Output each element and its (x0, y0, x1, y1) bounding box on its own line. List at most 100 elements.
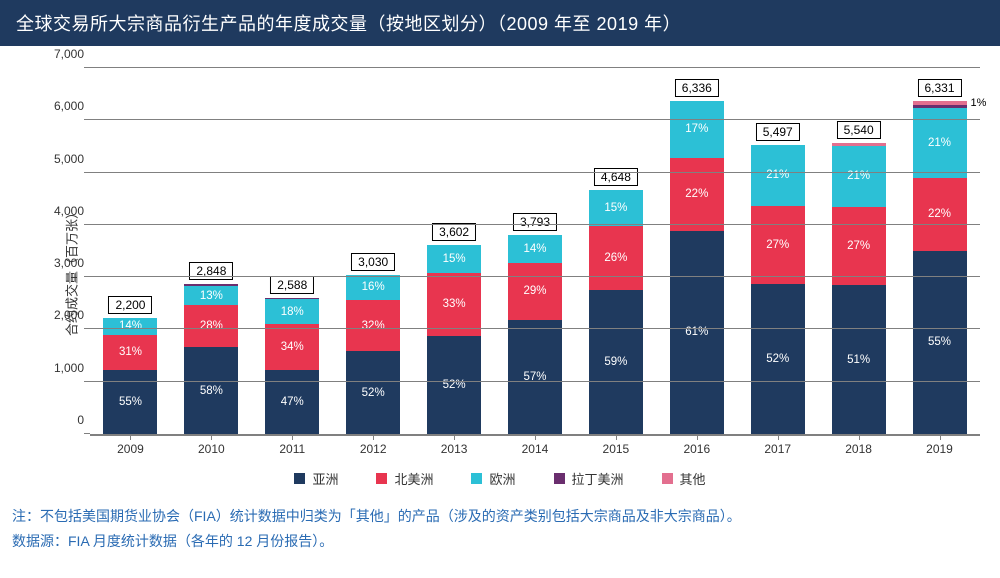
x-tick-label: 2015 (575, 442, 656, 456)
bar-segment: 28% (184, 305, 238, 347)
chart-title: 全球交易所大宗商品衍生产品的年度成交量（按地区划分）（2009 年至 2019 … (0, 0, 1000, 46)
y-tick-mark (84, 172, 90, 173)
y-tick-label: 1,000 (42, 361, 84, 375)
bar-stack: 47%34%18% (265, 298, 319, 434)
y-tick-label: 5,000 (42, 152, 84, 166)
legend-swatch (471, 473, 482, 484)
legend-item: 其他 (662, 469, 706, 488)
bar-segment: 14% (508, 235, 562, 263)
bar-segment: 18% (265, 299, 319, 323)
y-tick-label: 7,000 (42, 47, 84, 61)
bar-total-label: 3,030 (351, 253, 395, 271)
bar-slot: 58%28%13%2,8482010 (171, 68, 252, 434)
gridline (90, 328, 980, 329)
gridline (90, 224, 980, 225)
chart-area: 合约成交量（百万张） 55%31%14%2,200200958%28%13%2,… (0, 46, 1000, 496)
y-tick-label: 0 (42, 413, 84, 427)
y-tick-label: 4,000 (42, 204, 84, 218)
bar-total-label: 6,331 (918, 79, 962, 97)
bar-segment: 26% (589, 226, 643, 290)
y-tick-mark (84, 433, 90, 434)
bar-slot: 55%31%14%2,2002009 (90, 68, 171, 434)
legend-label: 其他 (680, 469, 706, 488)
bar-segment: 57% (508, 320, 562, 434)
bar-slot: 55%22%21%6,33120191% (899, 68, 980, 434)
bar-segment: 15% (427, 245, 481, 273)
x-tick-label: 2009 (90, 442, 171, 456)
gridline (90, 119, 980, 120)
bar-slot: 57%29%14%3,7932014 (495, 68, 576, 434)
y-tick-label: 3,000 (42, 256, 84, 270)
bar-stack: 55%22%21% (913, 101, 967, 434)
bar-segment: 22% (913, 178, 967, 251)
bar-total-label: 3,793 (513, 213, 557, 231)
bar-side-label: 1% (971, 97, 987, 109)
bar-total-label: 2,588 (270, 276, 314, 294)
footnote-source: 数据源：FIA 月度统计数据（各年的 12 月份报告）。 (12, 529, 988, 554)
x-tick-mark (454, 434, 455, 440)
x-tick-label: 2013 (414, 442, 495, 456)
bar-segment: 52% (751, 284, 805, 434)
y-tick-mark (84, 328, 90, 329)
bar-segment: 21% (751, 145, 805, 206)
bar-segment: 14% (103, 318, 157, 334)
legend-swatch (554, 473, 565, 484)
legend-swatch (294, 473, 305, 484)
legend-label: 亚洲 (312, 469, 338, 488)
bar-segment: 22% (670, 158, 724, 231)
legend: 亚洲北美洲欧洲拉丁美洲其他 (0, 469, 1000, 488)
bar-segment: 59% (589, 290, 643, 434)
bar-stack: 52%32%16% (346, 275, 400, 434)
bar-slot: 59%26%15%4,6482015 (575, 68, 656, 434)
y-tick-mark (84, 381, 90, 382)
bar-slot: 52%27%21%5,4972017 (737, 68, 818, 434)
bar-segment: 61% (670, 231, 724, 434)
bar-total-label: 6,336 (675, 79, 719, 97)
bar-slot: 61%22%17%6,3362016 (656, 68, 737, 434)
gridline (90, 381, 980, 382)
x-tick-label: 2014 (495, 442, 576, 456)
x-tick-mark (778, 434, 779, 440)
bar-segment: 47% (265, 370, 319, 434)
bar-total-label: 2,200 (108, 296, 152, 314)
gridline (90, 172, 980, 173)
bar-segment: 27% (751, 206, 805, 284)
x-tick-mark (211, 434, 212, 440)
bar-segment: 21% (832, 146, 886, 207)
bar-slot: 47%34%18%2,5882011 (252, 68, 333, 434)
x-tick-mark (535, 434, 536, 440)
bar-segment: 13% (184, 286, 238, 305)
bar-container: 55%31%14%2,200200958%28%13%2,848201047%3… (90, 68, 980, 434)
bar-stack: 58%28%13% (184, 284, 238, 434)
bar-segment: 29% (508, 263, 562, 321)
x-tick-mark (130, 434, 131, 440)
bar-total-label: 5,497 (756, 123, 800, 141)
y-tick-mark (84, 67, 90, 68)
bar-segment: 52% (346, 351, 400, 434)
y-tick-mark (84, 276, 90, 277)
bar-segment: 52% (427, 336, 481, 434)
legend-item: 亚洲 (294, 469, 338, 488)
legend-item: 拉丁美洲 (554, 469, 624, 488)
y-tick-mark (84, 119, 90, 120)
bar-stack: 59%26%15% (589, 190, 643, 434)
bar-segment: 58% (184, 347, 238, 434)
bar-segment: 51% (832, 285, 886, 434)
bar-total-label: 3,602 (432, 223, 476, 241)
y-tick-label: 6,000 (42, 99, 84, 113)
bar-segment: 16% (346, 275, 400, 300)
gridline (90, 276, 980, 277)
x-tick-mark (859, 434, 860, 440)
bar-segment: 55% (913, 251, 967, 434)
footnotes: 注：不包括美国期货业协会（FIA）统计数据中归类为「其他」的产品（涉及的资产类别… (0, 496, 1000, 554)
bar-segment: 15% (589, 190, 643, 227)
footnote-note: 注：不包括美国期货业协会（FIA）统计数据中归类为「其他」的产品（涉及的资产类别… (12, 504, 988, 529)
x-tick-label: 2010 (171, 442, 252, 456)
legend-item: 欧洲 (471, 469, 515, 488)
bar-stack: 51%27%21% (832, 143, 886, 434)
legend-label: 欧洲 (489, 469, 515, 488)
y-tick-label: 2,000 (42, 308, 84, 322)
y-tick-mark (84, 224, 90, 225)
bar-stack: 52%33%15% (427, 245, 481, 434)
bar-stack: 52%27%21% (751, 145, 805, 434)
